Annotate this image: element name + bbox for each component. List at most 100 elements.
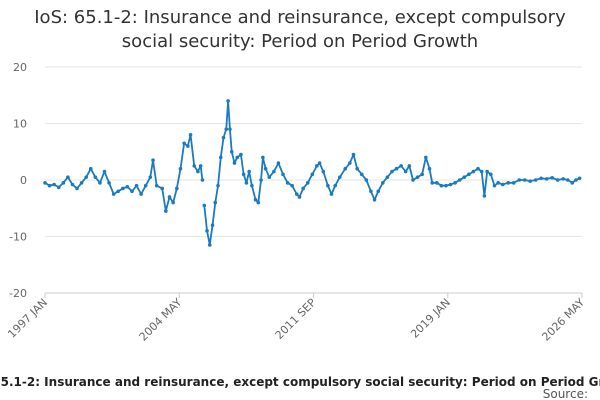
data-point: [467, 172, 471, 177]
data-point: [448, 182, 453, 187]
data-point: [198, 164, 203, 168]
data-point: [430, 181, 435, 185]
data-point: [355, 166, 359, 171]
data-point: [305, 181, 310, 185]
data-point: [351, 152, 356, 157]
data-point: [235, 155, 240, 160]
data-point: [256, 200, 261, 205]
data-point: [250, 183, 254, 188]
data-point: [88, 166, 93, 171]
data-point: [297, 195, 302, 199]
data-point: [333, 183, 337, 188]
data-point: [453, 181, 457, 185]
data-point: [427, 166, 432, 171]
data-point: [43, 181, 47, 185]
data-point: [200, 178, 205, 182]
data-point: [134, 183, 139, 188]
data-point: [261, 155, 265, 160]
data-point: [394, 166, 399, 171]
data-point: [221, 135, 226, 140]
data-point: [70, 182, 75, 187]
data-point: [111, 192, 116, 196]
data-point: [160, 186, 164, 191]
data-point: [500, 182, 505, 187]
data-point: [239, 152, 243, 157]
data-point: [485, 169, 489, 174]
data-point: [420, 172, 424, 177]
data-point: [407, 164, 412, 168]
data-point: [301, 186, 305, 191]
data-point: [84, 175, 88, 179]
data-point: [207, 243, 212, 247]
data-point: [317, 161, 322, 165]
data-point: [276, 161, 281, 165]
data-point: [285, 181, 290, 185]
data-point: [385, 175, 390, 179]
source-label: Source:: [543, 387, 588, 400]
data-point: [281, 172, 285, 177]
data-point: [93, 175, 98, 179]
data-point: [121, 186, 125, 191]
data-point: [539, 176, 543, 181]
data-point: [213, 200, 218, 205]
data-point: [489, 172, 493, 177]
data-point: [479, 169, 484, 174]
data-point: [139, 192, 143, 196]
y-tick-label: 10: [13, 118, 27, 131]
data-point: [348, 161, 352, 165]
data-point: [415, 175, 420, 179]
data-point: [116, 189, 121, 194]
data-point: [482, 194, 487, 198]
data-point: [79, 181, 84, 185]
data-point: [171, 200, 175, 205]
data-point: [107, 181, 111, 185]
data-point: [565, 178, 570, 182]
data-point: [75, 186, 79, 191]
data-point: [196, 169, 200, 174]
data-point: [435, 181, 439, 185]
data-point: [143, 183, 148, 188]
data-point: [202, 203, 207, 208]
data-point: [205, 229, 209, 233]
y-tick-label: 20: [13, 61, 27, 74]
data-point: [178, 166, 183, 171]
chart-title: IoS: 65.1-2: Insurance and reinsurance, …: [34, 7, 566, 52]
data-point: [380, 181, 385, 185]
data-point: [399, 164, 403, 168]
data-point: [294, 192, 299, 196]
data-point: [411, 178, 415, 182]
data-point: [496, 181, 500, 185]
data-point: [167, 195, 172, 199]
data-point: [247, 169, 251, 174]
data-point: [462, 175, 467, 179]
data-point: [267, 175, 272, 179]
data-point: [259, 178, 263, 182]
data-point: [337, 175, 342, 179]
data-point: [372, 197, 377, 202]
data-point: [52, 182, 56, 187]
data-point: [533, 178, 538, 182]
data-point: [192, 164, 197, 168]
data-point: [457, 178, 462, 182]
data-point: [574, 178, 578, 182]
data-point: [226, 99, 230, 103]
data-point: [403, 169, 408, 174]
data-point: [244, 181, 249, 185]
x-tick-label: 2004 MAY: [137, 296, 185, 344]
footer-title: IoS: 65.1-2: Insurance and reinsurance, …: [0, 375, 600, 389]
data-point: [343, 166, 348, 171]
data-point: [290, 183, 294, 188]
data-point: [444, 183, 448, 188]
y-tick-label: 0: [20, 174, 27, 187]
data-point: [216, 183, 220, 188]
data-point: [315, 164, 319, 168]
data-point: [241, 172, 246, 177]
data-point: [471, 169, 476, 174]
data-point: [272, 169, 276, 174]
data-point: [228, 127, 232, 131]
data-point: [390, 169, 394, 174]
data-point: [210, 223, 215, 227]
data-point: [506, 181, 511, 185]
y-tick-label: -10: [9, 231, 27, 244]
